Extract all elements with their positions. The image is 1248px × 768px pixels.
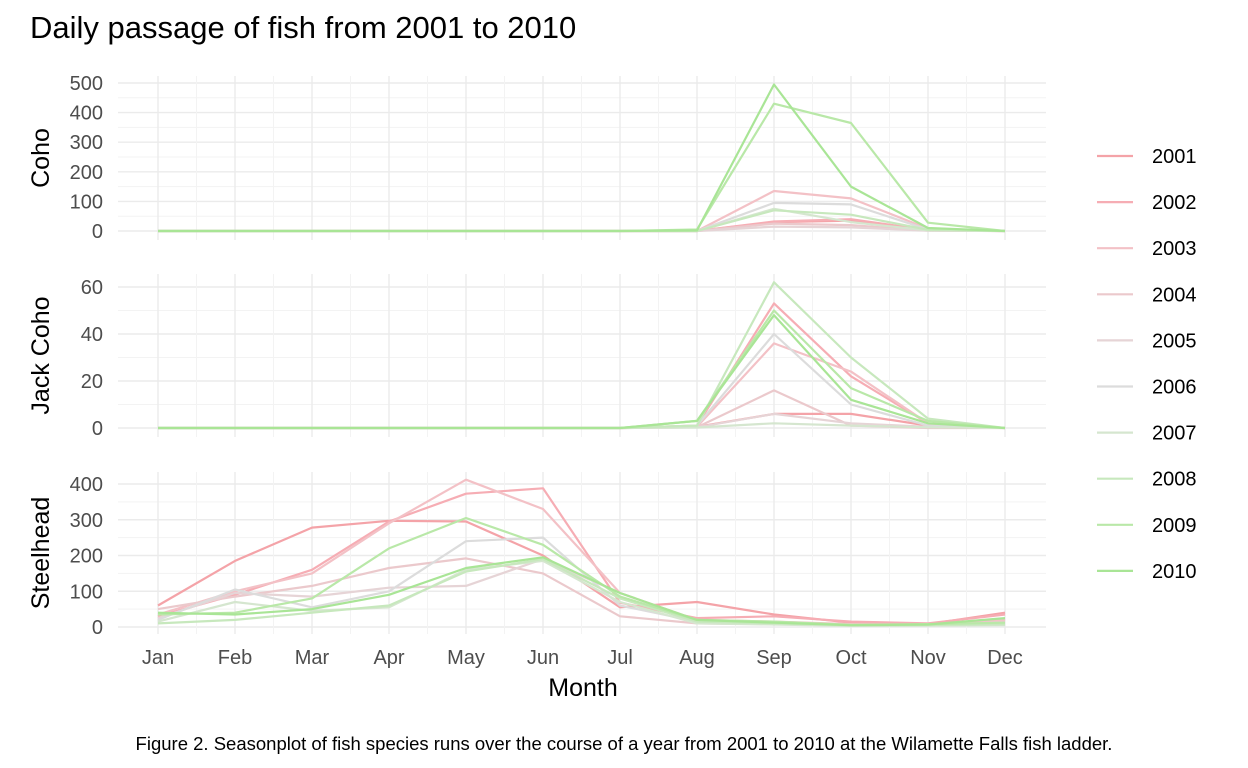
y-tick-label: 400: [70, 103, 103, 125]
legend-label: 2002: [1152, 192, 1197, 214]
x-tick-label: Mar: [295, 647, 330, 669]
series-line-coho-2010: [158, 83, 1006, 233]
series-line-jack-coho-2010: [158, 314, 1006, 430]
legend-label: 2010: [1152, 561, 1197, 583]
chart-svg: 0 100 200 300 400 500 Coho 0 20 40 60 Jack Coho 0 100…: [27, 73, 1197, 702]
y-tick-label: 40: [81, 324, 103, 346]
y-tick-label: 100: [70, 581, 103, 603]
x-tick-label: Feb: [218, 647, 252, 669]
y-tick-label: 500: [70, 73, 103, 95]
x-tick-label: Jul: [607, 647, 633, 669]
chart-title: Daily passage of fish from 2001 to 2010: [30, 10, 577, 45]
x-tick-label: Jun: [527, 647, 559, 669]
legend-label: 2006: [1152, 377, 1197, 399]
y-tick-label: 0: [92, 221, 103, 243]
y-tick-label: 200: [70, 546, 103, 568]
y-tick-label: 0: [92, 617, 103, 639]
legend-label: 2004: [1152, 284, 1197, 306]
y-axis-label: Coho: [27, 128, 55, 188]
series-line-steelhead-2010: [157, 556, 1006, 627]
figure-caption: Figure 2. Seasonplot of fish species run…: [135, 733, 1113, 754]
y-axis-label: Steelhead: [27, 497, 55, 610]
legend-label: 2001: [1152, 146, 1197, 168]
x-tick-label: Nov: [910, 647, 946, 669]
x-tick-label: Oct: [835, 647, 867, 669]
legend-label: 2007: [1152, 423, 1197, 445]
y-tick-label: 20: [81, 371, 103, 393]
y-tick-label: 0: [92, 418, 103, 440]
y-tick-label: 300: [70, 132, 103, 154]
y-tick-label: 100: [70, 191, 103, 213]
y-tick-label: 400: [70, 474, 103, 496]
x-tick-label: Apr: [373, 647, 404, 669]
x-tick-label: Sep: [756, 647, 792, 669]
series-line-steelhead-2002: [157, 487, 1006, 625]
x-axis-label: Month: [548, 674, 617, 702]
legend-label: 2005: [1152, 330, 1197, 352]
x-tick-label: Dec: [987, 647, 1023, 669]
legend-label: 2003: [1152, 238, 1197, 260]
y-tick-label: 60: [81, 277, 103, 299]
legend-label: 2009: [1152, 515, 1197, 537]
y-tick-label: 200: [70, 162, 103, 184]
x-tick-label: Aug: [679, 647, 715, 669]
y-tick-label: 300: [70, 510, 103, 532]
x-tick-label: May: [447, 647, 485, 669]
x-tick-label: Jan: [142, 647, 174, 669]
legend-label: 2008: [1152, 469, 1197, 491]
y-axis-label: Jack Coho: [27, 296, 55, 414]
